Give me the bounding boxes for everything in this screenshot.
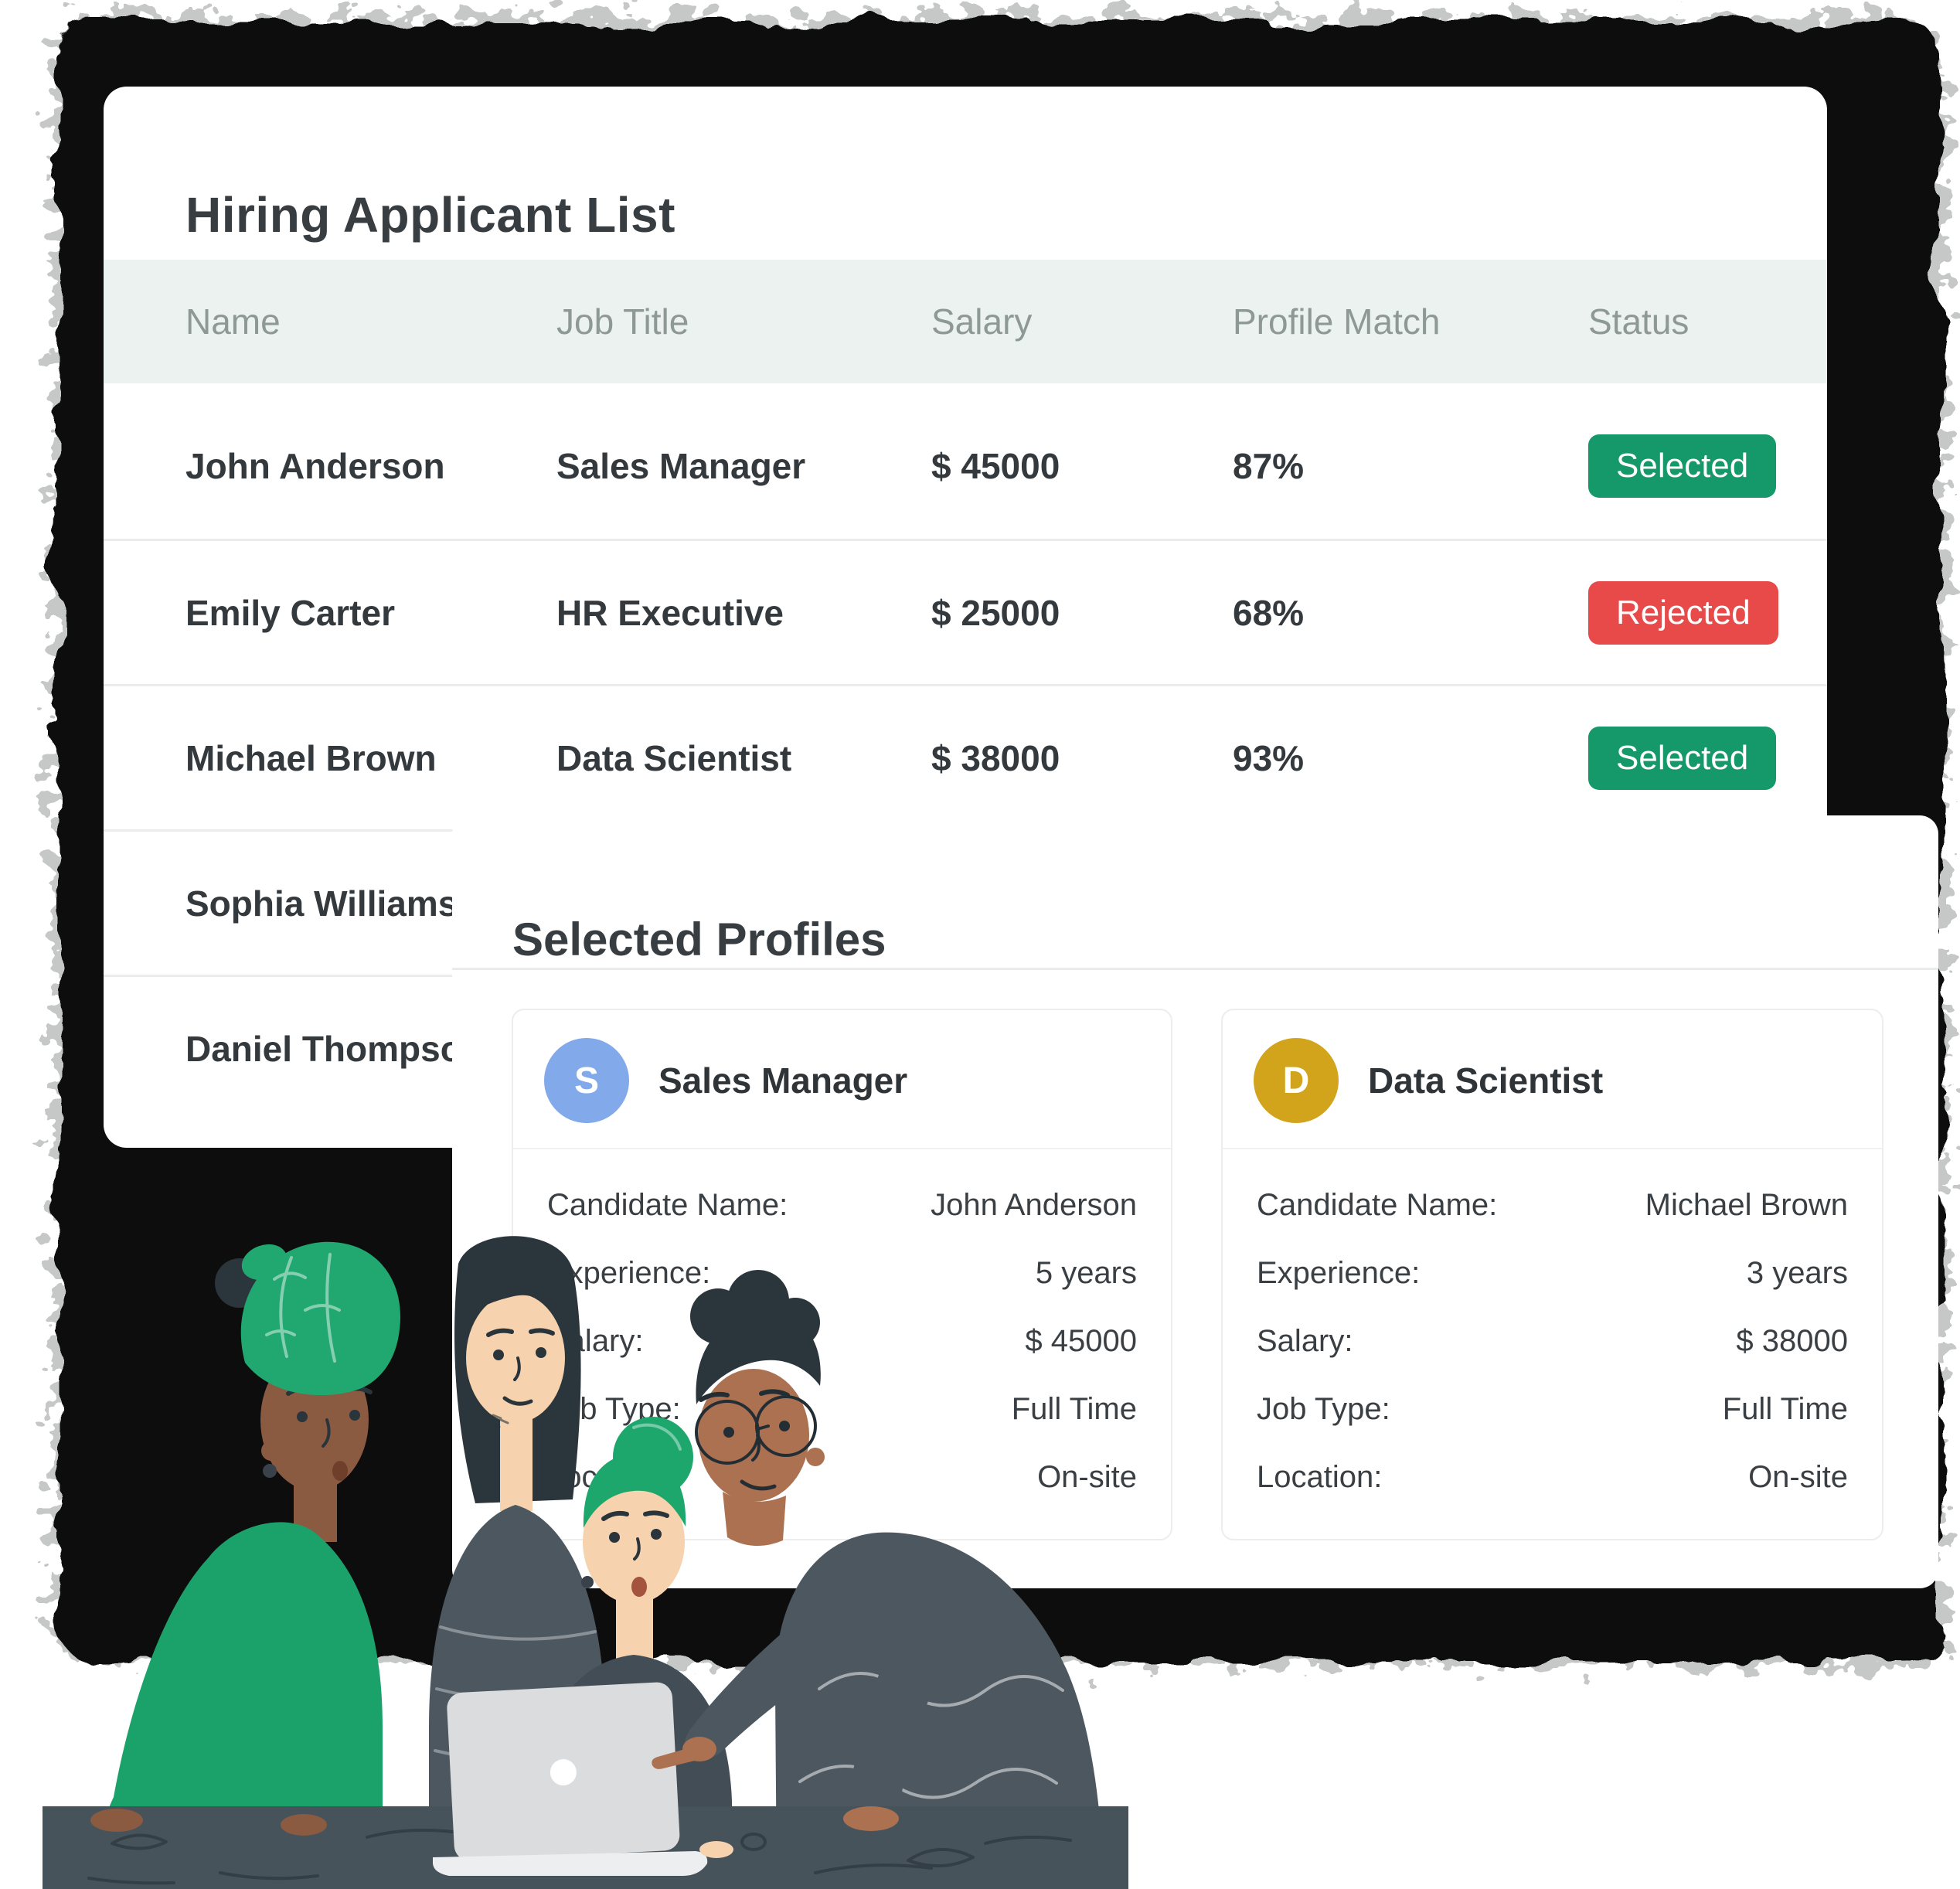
column-header-job-title: Job Title [556, 301, 689, 342]
column-header-name: Name [185, 301, 281, 342]
laptop [433, 1682, 708, 1876]
avatar: S [544, 1038, 629, 1123]
hands [90, 1588, 899, 1858]
field-row: Candidate Name: John Anderson [547, 1171, 1137, 1239]
cell-job-title: HR Executive [556, 592, 784, 633]
profile-card-header: S Sales Manager [513, 1010, 1171, 1148]
field-row: Job Type: Full Time [1257, 1375, 1848, 1443]
field-value: Full Time [1011, 1391, 1137, 1426]
field-value: $ 45000 [1025, 1323, 1137, 1358]
table-row[interactable]: Michael Brown Data Scientist $ 38000 93%… [104, 684, 1827, 829]
field-value: 5 years [1035, 1255, 1137, 1290]
section-title: Selected Profiles [512, 913, 886, 965]
divider [452, 968, 1938, 970]
field-label: Job Type: [1257, 1391, 1390, 1426]
field-value: On-site [1037, 1459, 1137, 1494]
profile-fields: Candidate Name: John Anderson Experience… [513, 1149, 1171, 1511]
person-glasses-man [690, 1270, 1104, 1889]
field-value: 3 years [1746, 1255, 1848, 1290]
field-row: Location: On-site [1257, 1443, 1848, 1511]
column-header-status: Status [1588, 301, 1689, 342]
cell-profile-match: 68% [1233, 592, 1305, 633]
divider [1223, 1148, 1882, 1149]
cell-name: Sophia Williams [185, 883, 458, 924]
cell-profile-match: 87% [1233, 446, 1305, 486]
field-row: Salary: $ 38000 [1257, 1307, 1848, 1375]
status-badge[interactable]: Selected [1588, 726, 1777, 790]
profile-card-data-scientist[interactable]: D Data Scientist Candidate Name: Michael… [1221, 1009, 1883, 1540]
field-label: Location: [1257, 1459, 1383, 1494]
table-row[interactable]: Emily Carter HR Executive $ 25000 68% Re… [104, 539, 1827, 684]
field-value: $ 38000 [1736, 1323, 1848, 1358]
field-row: Experience: 5 years [547, 1239, 1137, 1307]
cell-job-title: Data Scientist [556, 737, 792, 778]
table-row[interactable]: John Anderson Sales Manager $ 45000 87% … [104, 393, 1827, 539]
table-body: John Anderson Sales Manager $ 45000 87% … [104, 393, 1827, 1120]
field-row: Experience: 3 years [1257, 1239, 1848, 1307]
cell-salary: $ 25000 [931, 592, 1060, 633]
profile-fields: Candidate Name: Michael Brown Experience… [1223, 1149, 1882, 1511]
column-header-salary: Salary [931, 301, 1033, 342]
field-value: John Anderson [931, 1187, 1137, 1222]
cell-name: Daniel Thompson [185, 1028, 484, 1069]
field-label: Experience: [1257, 1255, 1421, 1290]
table-header-row: Name Job Title Salary Profile Match Stat… [104, 260, 1827, 383]
profiles-grid: S Sales Manager Candidate Name: John And… [512, 1009, 1883, 1540]
field-value: On-site [1748, 1459, 1848, 1494]
cell-name: John Anderson [185, 446, 445, 486]
team-illustration [43, 1236, 1128, 1889]
field-row: Candidate Name: Michael Brown [1257, 1171, 1848, 1239]
cell-name: Michael Brown [185, 737, 437, 778]
profile-job-title: Sales Manager [658, 1060, 908, 1101]
page-title: Hiring Applicant List [185, 186, 675, 243]
field-label: Candidate Name: [1257, 1187, 1498, 1222]
person-headwrap-woman [90, 1241, 401, 1889]
avatar: D [1254, 1038, 1339, 1123]
cell-name: Emily Carter [185, 592, 396, 633]
profile-card-header: D Data Scientist [1223, 1010, 1882, 1148]
profile-job-title: Data Scientist [1368, 1060, 1604, 1101]
divider [513, 1148, 1171, 1149]
cell-salary: $ 38000 [931, 737, 1060, 778]
field-label: Candidate Name: [547, 1187, 788, 1222]
cell-salary: $ 45000 [931, 446, 1060, 486]
column-header-profile-match: Profile Match [1233, 301, 1441, 342]
field-value: Full Time [1722, 1391, 1848, 1426]
status-badge[interactable]: Rejected [1588, 580, 1778, 645]
cell-profile-match: 93% [1233, 737, 1305, 778]
field-label: Salary: [1257, 1323, 1353, 1358]
field-value: Michael Brown [1645, 1187, 1848, 1222]
status-badge[interactable]: Selected [1588, 434, 1777, 498]
cell-job-title: Sales Manager [556, 446, 806, 486]
selected-profiles-card: Selected Profiles S Sales Manager Candid… [452, 815, 1938, 1588]
